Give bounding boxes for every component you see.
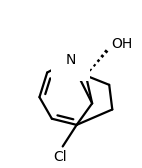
Text: N: N [65, 53, 76, 67]
Text: Cl: Cl [54, 150, 67, 163]
Text: OH: OH [111, 37, 132, 51]
